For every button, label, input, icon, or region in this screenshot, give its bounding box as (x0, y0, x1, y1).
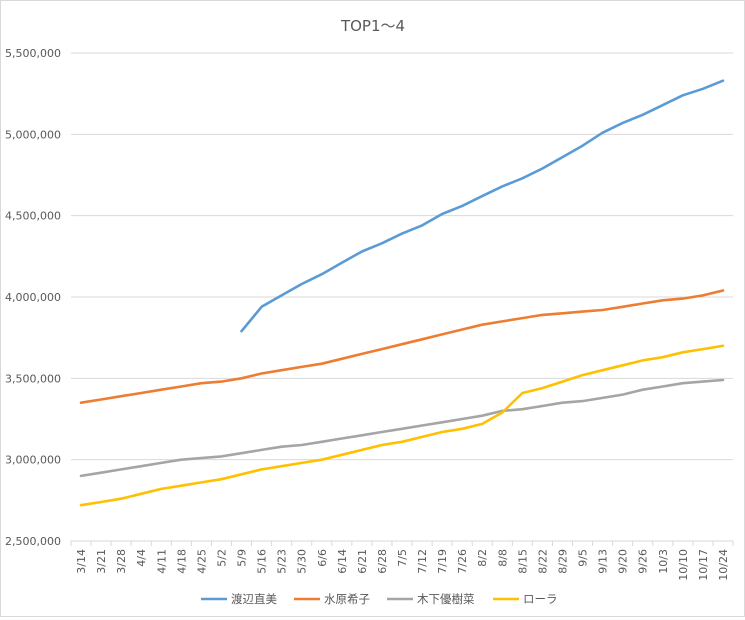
y-tick-label: 2,500,000 (5, 535, 61, 548)
x-tick-label: 6/6 (316, 549, 329, 567)
x-tick-label: 5/16 (256, 549, 269, 574)
x-tick-label: 10/17 (697, 549, 710, 581)
legend: 渡辺直美 水原希子 木下優樹菜 ローラ (201, 592, 558, 606)
x-tick-label: 7/12 (416, 549, 429, 574)
y-tick-label: 3,000,000 (5, 454, 61, 467)
x-tick-label: 8/15 (516, 549, 529, 574)
series-lines (79, 79, 725, 507)
x-tick-label: 5/2 (215, 549, 228, 567)
x-tick-label: 5/23 (276, 549, 289, 574)
series-line-3 (79, 378, 725, 478)
x-tick-label: 6/28 (376, 549, 389, 574)
legend-label: 渡辺直美 (231, 592, 277, 606)
x-tick-label: 8/2 (476, 549, 489, 567)
y-axis: 2,500,000 3,000,000 3,500,000 4,000,000 4,50… (5, 47, 61, 548)
x-tick-label: 8/22 (536, 549, 549, 574)
x-tick-label: 7/26 (456, 549, 469, 574)
x-tick-label: 3/21 (95, 549, 108, 574)
x-tick-label: 4/4 (135, 549, 148, 567)
x-tick-label: 4/18 (175, 549, 188, 574)
x-tick-label: 7/5 (396, 549, 409, 567)
series-line-4 (79, 344, 725, 507)
x-tick-label: 10/3 (657, 549, 670, 574)
y-tick-label: 5,000,000 (5, 128, 61, 141)
x-tick-label: 7/19 (436, 549, 449, 574)
x-tick-label: 9/13 (597, 549, 610, 574)
y-tick-label: 4,500,000 (5, 210, 61, 223)
x-tick-label: 10/10 (677, 549, 690, 581)
chart-title: TOP1～4 (340, 17, 405, 35)
x-tick-label: 10/24 (717, 549, 730, 581)
x-tick-label: 9/5 (577, 549, 590, 567)
legend-label: 水原希子 (324, 592, 370, 606)
x-tick-label: 4/25 (195, 549, 208, 574)
x-tick-label: 3/28 (115, 549, 128, 574)
x-tick-label: 6/21 (356, 549, 369, 574)
x-tick-label: 4/11 (155, 549, 168, 574)
x-tick-label: 8/8 (496, 549, 509, 567)
series-line-2 (79, 289, 725, 404)
x-tick-label: 6/14 (336, 549, 349, 574)
legend-label: 木下優樹菜 (417, 592, 475, 606)
x-axis: 3/14 3/21 3/28 4/4 4/11 4/18 4/25 5/2 5/9 5/16 5/2… (70, 541, 734, 581)
x-tick-label: 9/26 (637, 549, 650, 574)
y-tick-label: 5,500,000 (5, 47, 61, 60)
gridlines (71, 52, 733, 542)
y-tick-label: 3,500,000 (5, 372, 61, 385)
x-tick-label: 5/9 (236, 549, 249, 567)
y-tick-label: 4,000,000 (5, 291, 61, 304)
x-tick-label: 8/29 (556, 549, 569, 574)
series-line-1 (240, 79, 725, 333)
x-tick-label: 3/14 (75, 549, 88, 574)
legend-label: ローラ (523, 592, 558, 606)
x-tick-label: 9/20 (617, 549, 630, 574)
x-tick-label: 5/30 (296, 549, 309, 574)
